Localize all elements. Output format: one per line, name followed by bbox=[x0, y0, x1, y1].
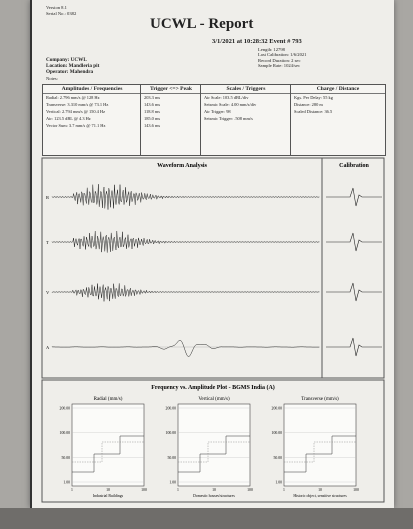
plot-area bbox=[71, 403, 145, 487]
y-tick-label: 100.00 bbox=[272, 431, 283, 435]
waveform-title: Waveform Analysis bbox=[157, 163, 207, 169]
info-box: Charge / Distance Kgs. Per Delay: 55 kg Di… bbox=[290, 84, 386, 156]
box-title: Amplitudes / Frequencies bbox=[43, 85, 141, 94]
detail-line: Sample Rate: 1024/sec bbox=[258, 62, 301, 68]
report-paper: Version 8.1 Serial No.: 0382 UCWL - Repo… bbox=[30, 0, 394, 508]
x-tick-label: 1 bbox=[283, 488, 285, 492]
x-tick-label: 1 bbox=[177, 488, 179, 492]
waveform-trace bbox=[51, 283, 320, 302]
waveform-frame bbox=[41, 157, 385, 379]
plot-area bbox=[283, 403, 357, 487]
notes: Notes: bbox=[46, 76, 58, 81]
y-tick-label: 1.00 bbox=[275, 481, 282, 485]
details: Length: 12798 Last Calibration: 1/6/2021 R… bbox=[258, 47, 306, 68]
calibration-title: Calibration bbox=[339, 163, 369, 169]
limit-curve bbox=[178, 435, 250, 473]
limit-curve bbox=[72, 441, 144, 463]
y-tick-label: 1.00 bbox=[169, 481, 176, 485]
detail-line: Last Calibration: 1/6/2021 bbox=[258, 52, 307, 58]
y-tick-label: 200.00 bbox=[272, 407, 283, 411]
serial: Serial No.: 0382 bbox=[46, 11, 77, 16]
box-title: Scales / Triggers bbox=[201, 85, 291, 94]
plot-title: Vertical (mm/s) bbox=[198, 397, 230, 402]
event-line: 3/1/2021 at 10:28:32 Event # 793 bbox=[212, 38, 302, 45]
y-tick-label: 200.00 bbox=[60, 407, 71, 411]
box-line: 203.3 ms bbox=[144, 95, 161, 100]
box-line: Kgs. Per Delay: 55 kg bbox=[294, 95, 333, 100]
report-title: UCWL - Report bbox=[150, 16, 254, 32]
box-title: Charge / Distance bbox=[291, 85, 385, 94]
x-tick-label: 100 bbox=[141, 488, 147, 492]
company: Company: UCWL bbox=[46, 57, 87, 63]
box-line: Radial: 2.796 mm/s @ 128 Hz bbox=[46, 95, 100, 100]
box-line: Seismic Scale: 4.00 mm/s/div bbox=[204, 102, 257, 107]
limit-curve bbox=[72, 435, 144, 473]
box-line: 143.6 ms bbox=[144, 102, 161, 107]
y-tick-label: 1.00 bbox=[63, 481, 70, 485]
frequency-frame bbox=[41, 379, 385, 503]
channel-label: V bbox=[46, 290, 50, 295]
box-line: Seismic Trigger: .508 mm/s bbox=[204, 116, 253, 121]
box-line: 185.0 ms bbox=[144, 116, 161, 121]
box-line: Air Scale: 103.5 dBL/div bbox=[204, 95, 249, 100]
y-tick-label: 100.00 bbox=[166, 431, 177, 435]
limit-curve bbox=[284, 441, 356, 463]
plot-caption: Domestic houses/structures bbox=[193, 494, 235, 498]
plot-title: Transverse (mm/s) bbox=[301, 397, 339, 402]
x-tick-label: 100 bbox=[353, 488, 359, 492]
y-tick-label: 50.00 bbox=[61, 456, 70, 460]
y-tick-label: 50.00 bbox=[273, 456, 282, 460]
plot-area bbox=[177, 403, 251, 487]
limit-curve bbox=[284, 435, 356, 473]
x-tick-label: 1 bbox=[71, 488, 73, 492]
calibration-pulse bbox=[326, 187, 382, 207]
calibration-pulse bbox=[326, 232, 382, 252]
info-box: Amplitudes / Frequencies Radial: 2.796 mm… bbox=[42, 84, 142, 156]
detail-line: Record Duration: 2 sec bbox=[258, 57, 301, 63]
x-tick-label: 10 bbox=[212, 488, 216, 492]
frequency-title: Frequency vs. Amplitude Plot - BGMS Indi… bbox=[151, 384, 275, 391]
plot-title: Radial (mm/s) bbox=[94, 397, 123, 402]
limit-curve bbox=[178, 441, 250, 463]
box-line: Vector Sum: 3.7 mm/s @ 71.1 Hz bbox=[46, 123, 106, 128]
channel-label: A bbox=[46, 345, 50, 350]
y-tick-label: 100.00 bbox=[60, 431, 71, 435]
table-surface bbox=[0, 508, 413, 529]
plots: Waveform Analysis Calibration R T V A Frequenc… bbox=[41, 157, 385, 503]
box-line: Transverse: 3.310 mm/s @ 73.1 Hz bbox=[46, 102, 109, 107]
box-line: Distance: 280 m bbox=[294, 102, 323, 107]
channel-label: R bbox=[46, 195, 49, 200]
box-line: Scaled Distance: 36.5 bbox=[294, 109, 333, 114]
y-tick-label: 50.00 bbox=[167, 456, 176, 460]
waveform-trace bbox=[51, 340, 320, 357]
x-tick-label: 10 bbox=[106, 488, 110, 492]
box-line: 143.6 ms bbox=[144, 123, 161, 128]
calibration-pulse bbox=[326, 337, 382, 357]
channel-label: T bbox=[46, 240, 49, 245]
info-box: Scales / Triggers Air Scale: 103.5 dBL/di… bbox=[200, 84, 292, 156]
box-line: Air: 123.5 dBL @ 4.3 Hz bbox=[46, 116, 91, 121]
box-line: Vertical: 2.794 mm/s @ 150.4 Hz bbox=[46, 109, 106, 114]
plot-caption: Historic object, sensitive structures bbox=[293, 494, 347, 499]
x-tick-label: 10 bbox=[318, 488, 322, 492]
detail-line: Length: 12798 bbox=[258, 47, 285, 52]
x-tick-label: 100 bbox=[247, 488, 253, 492]
calibration-pulse bbox=[326, 282, 382, 302]
info-box: Trigger <=> Peak 203.3 ms 143.6 ms 118.8 ms… bbox=[140, 84, 202, 156]
box-line: Air Trigger: 98 bbox=[204, 109, 231, 114]
waveform-trace bbox=[51, 184, 320, 210]
plot-caption: Industrial Buildings bbox=[93, 494, 124, 498]
box-title: Trigger <=> Peak bbox=[141, 85, 201, 94]
operator: Operator: Mahendra bbox=[46, 69, 94, 75]
version: Version 8.1 bbox=[46, 5, 67, 10]
waveform-trace bbox=[51, 230, 320, 253]
location: Location: Mandleria pit bbox=[46, 63, 100, 69]
box-line: 118.8 ms bbox=[144, 109, 160, 114]
y-tick-label: 200.00 bbox=[166, 407, 177, 411]
